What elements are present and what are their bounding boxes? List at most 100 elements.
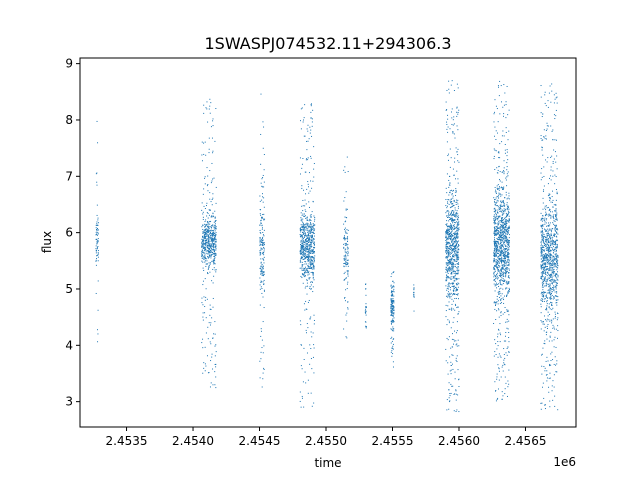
data-point xyxy=(313,268,315,270)
data-point xyxy=(501,236,503,238)
data-point xyxy=(215,269,217,271)
data-point xyxy=(450,259,452,261)
data-point xyxy=(345,336,347,338)
data-point xyxy=(301,264,303,266)
data-point xyxy=(212,260,214,262)
data-point xyxy=(209,105,211,107)
data-point xyxy=(98,222,100,224)
data-point xyxy=(544,255,546,257)
data-point xyxy=(502,234,504,236)
data-point xyxy=(502,205,504,207)
data-point xyxy=(454,303,456,305)
data-point xyxy=(211,251,213,253)
data-point xyxy=(207,257,209,259)
data-point xyxy=(451,210,453,212)
data-point xyxy=(495,150,497,152)
data-point xyxy=(210,254,212,256)
data-point xyxy=(496,201,498,203)
data-point xyxy=(300,324,302,326)
data-point xyxy=(448,203,450,205)
data-point xyxy=(496,233,498,235)
data-point xyxy=(546,325,548,327)
data-point xyxy=(449,236,451,238)
data-point xyxy=(542,246,544,248)
data-point xyxy=(497,151,499,153)
data-point xyxy=(303,227,305,229)
data-point xyxy=(501,366,503,368)
data-point xyxy=(449,225,451,227)
data-point xyxy=(544,367,546,369)
data-point xyxy=(501,260,503,262)
data-point xyxy=(456,125,458,127)
data-point xyxy=(501,237,503,239)
x-tick-label: 2.4565 xyxy=(504,434,546,448)
data-point xyxy=(450,245,452,247)
data-point xyxy=(552,262,554,264)
data-point xyxy=(502,233,504,235)
data-point xyxy=(556,240,558,242)
data-point xyxy=(345,260,347,262)
data-point xyxy=(552,241,554,243)
data-point xyxy=(213,248,215,250)
data-point xyxy=(452,300,454,302)
data-point xyxy=(554,311,556,313)
data-point xyxy=(555,299,557,301)
data-point xyxy=(259,360,261,362)
data-point xyxy=(209,248,211,250)
data-point xyxy=(391,305,393,307)
data-point xyxy=(506,239,508,241)
data-point xyxy=(210,245,212,247)
data-point xyxy=(259,237,261,239)
data-point xyxy=(313,258,315,260)
data-point xyxy=(547,238,549,240)
data-point xyxy=(445,235,447,237)
data-point xyxy=(455,271,457,273)
data-point xyxy=(310,241,312,243)
data-point xyxy=(554,235,556,237)
data-point xyxy=(392,306,394,308)
data-point xyxy=(261,339,263,341)
x-axis-label: time xyxy=(314,456,341,470)
data-point xyxy=(453,174,455,176)
data-point xyxy=(457,217,459,219)
data-point xyxy=(213,225,215,227)
data-point xyxy=(544,277,546,279)
data-point xyxy=(505,352,507,354)
data-point xyxy=(507,247,509,249)
data-point xyxy=(453,225,455,227)
data-point xyxy=(452,264,454,266)
data-point xyxy=(311,281,313,283)
data-point xyxy=(390,323,392,325)
data-point xyxy=(302,158,304,159)
data-point xyxy=(307,269,309,271)
data-point xyxy=(547,100,549,102)
data-point xyxy=(448,228,450,230)
data-point xyxy=(310,220,312,222)
data-point xyxy=(300,253,302,255)
data-point xyxy=(546,279,548,281)
data-point xyxy=(310,264,312,266)
data-point xyxy=(344,242,346,244)
data-point xyxy=(305,250,307,252)
data-point xyxy=(209,231,211,233)
data-point xyxy=(503,170,505,172)
data-point xyxy=(503,202,505,204)
data-point xyxy=(546,161,548,163)
data-point xyxy=(212,244,214,246)
data-point xyxy=(542,323,544,325)
data-point xyxy=(446,232,448,234)
data-point xyxy=(308,172,310,174)
data-point xyxy=(542,236,544,238)
data-point xyxy=(457,293,459,295)
data-point xyxy=(304,258,306,260)
data-point xyxy=(304,229,306,231)
data-point xyxy=(453,247,455,249)
data-point xyxy=(555,285,557,287)
data-point xyxy=(498,235,500,237)
data-point xyxy=(546,262,548,264)
data-point xyxy=(448,268,450,270)
data-point xyxy=(314,255,316,257)
data-point xyxy=(541,258,543,260)
data-point xyxy=(390,306,392,308)
data-point xyxy=(548,340,550,342)
